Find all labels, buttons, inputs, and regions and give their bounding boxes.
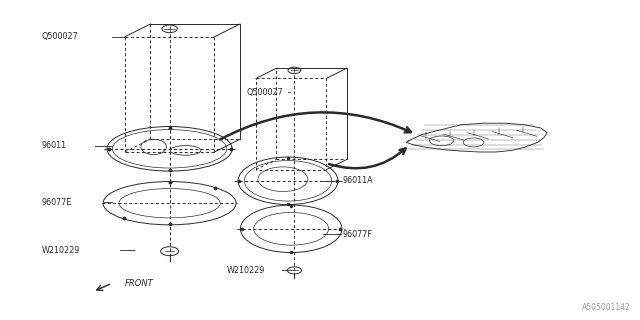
Text: A505001142: A505001142 xyxy=(582,303,630,312)
Text: Q500027: Q500027 xyxy=(42,32,78,41)
Text: 96077F: 96077F xyxy=(342,230,372,239)
Text: FRONT: FRONT xyxy=(125,279,154,288)
Text: Q500027: Q500027 xyxy=(246,88,283,97)
Text: W210229: W210229 xyxy=(227,266,266,275)
Text: W210229: W210229 xyxy=(42,246,80,255)
Text: 96011: 96011 xyxy=(42,141,67,150)
Text: 96011A: 96011A xyxy=(342,176,373,185)
Text: 96077E: 96077E xyxy=(42,198,72,207)
